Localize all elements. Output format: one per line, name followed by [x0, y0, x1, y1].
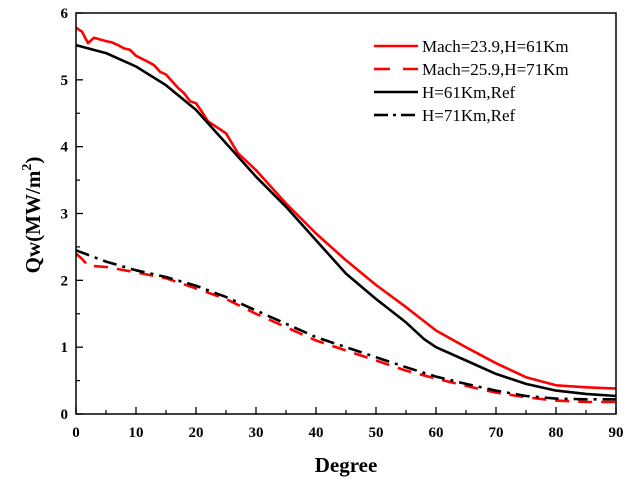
legend-label-1: Mach=23.9,H=61Km — [422, 37, 569, 56]
x-tick-label: 60 — [429, 425, 444, 441]
y-tick-label: 5 — [61, 73, 69, 89]
x-tick-label: 0 — [72, 425, 80, 441]
ticks: 0 10 20 30 40 50 60 70 80 90 0 1 2 3 4 5 6 — [61, 6, 624, 441]
x-tick-label: 40 — [309, 425, 324, 441]
series-line-2 — [75, 252, 616, 404]
y-tick-label: 0 — [61, 407, 69, 423]
y-tick-label: 6 — [61, 6, 69, 22]
y-tick-label: 1 — [61, 340, 69, 356]
series-line-3 — [75, 43, 617, 398]
y-tick-label: 3 — [61, 207, 69, 223]
x-tick-label: 30 — [249, 425, 264, 441]
legend-label-2: Mach=25.9,H=71Km — [422, 60, 569, 79]
x-tick-label: 20 — [189, 425, 204, 441]
x-tick-label: 70 — [489, 425, 504, 441]
series-line-1 — [75, 26, 617, 390]
x-tick-label: 90 — [609, 425, 624, 441]
y-tick-label: 2 — [61, 273, 69, 289]
x-tick-label: 10 — [129, 425, 144, 441]
y-axis-label: Qw(MW/m2) — [20, 157, 45, 274]
series-line-4 — [75, 249, 616, 401]
y-axis-label-superscript: 2 — [20, 164, 35, 171]
series-lines — [75, 26, 617, 404]
plot-frame — [75, 12, 617, 415]
legend-label-4: H=71Km,Ref — [422, 106, 515, 125]
legend-label-3: H=61Km,Ref — [422, 83, 515, 102]
legend: Mach=23.9,H=61Km Mach=25.9,H=71Km H=61Km,R… — [374, 37, 569, 125]
y-tick-label: 4 — [61, 140, 69, 156]
x-tick-label: 50 — [369, 425, 384, 441]
x-tick-label: 80 — [549, 425, 564, 441]
x-axis-label: Degree — [315, 453, 378, 477]
